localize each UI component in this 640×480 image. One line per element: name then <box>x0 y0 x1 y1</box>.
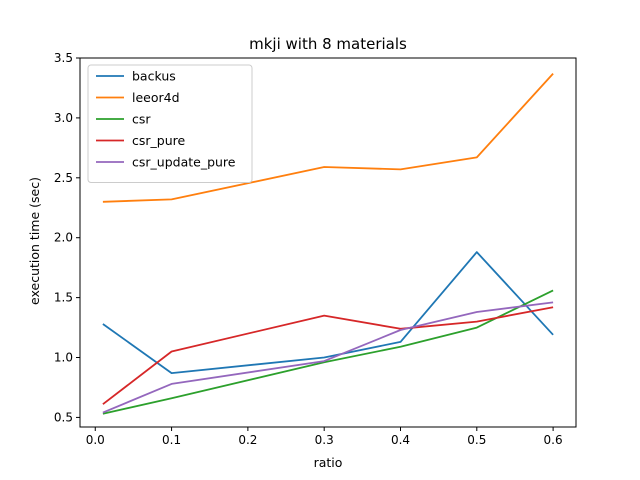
series-line-leeor4d <box>102 72 554 203</box>
legend-label-leeor4d: leeor4d <box>132 90 180 105</box>
chart-title: mkji with 8 materials <box>249 35 407 53</box>
series-line-csr_pure <box>102 306 554 405</box>
legend-label-csr_update_pure: csr_update_pure <box>132 155 236 170</box>
series-line-backus <box>102 251 554 375</box>
legend-box <box>87 64 253 183</box>
y-tick-label: 2.5 <box>54 171 73 185</box>
x-tick-label: 0.5 <box>467 433 486 447</box>
y-tick-label: 3.5 <box>54 51 73 65</box>
y-axis-label: execution time (sec) <box>27 177 42 305</box>
series-line-csr_update_pure <box>102 301 554 414</box>
legend-label-csr_pure: csr_pure <box>132 133 185 148</box>
y-tick-label: 1.5 <box>54 291 73 305</box>
x-tick-label: 0.0 <box>86 433 105 447</box>
y-tick-label: 1.0 <box>54 351 73 365</box>
x-tick-label: 0.3 <box>315 433 334 447</box>
y-tick-label: 3.0 <box>54 111 73 125</box>
x-tick-label: 0.2 <box>238 433 257 447</box>
x-tick-label: 0.6 <box>544 433 563 447</box>
y-tick-label: 2.0 <box>54 231 73 245</box>
axes-frame <box>79 57 577 428</box>
x-tick-label: 0.4 <box>391 433 410 447</box>
plot-area: 0.0 0.1 0.2 0.3 0.4 0.5 0.6 0.5 1.0 1.5 2.0 2.5 3.0 3… <box>54 51 577 447</box>
x-axis-label: ratio <box>314 455 343 470</box>
x-tick-label: 0.1 <box>162 433 181 447</box>
legend-label-csr: csr <box>132 112 151 127</box>
y-tick-label: 0.5 <box>54 410 73 424</box>
series-line-csr <box>102 289 554 415</box>
legend-label-backus: backus <box>132 69 176 84</box>
